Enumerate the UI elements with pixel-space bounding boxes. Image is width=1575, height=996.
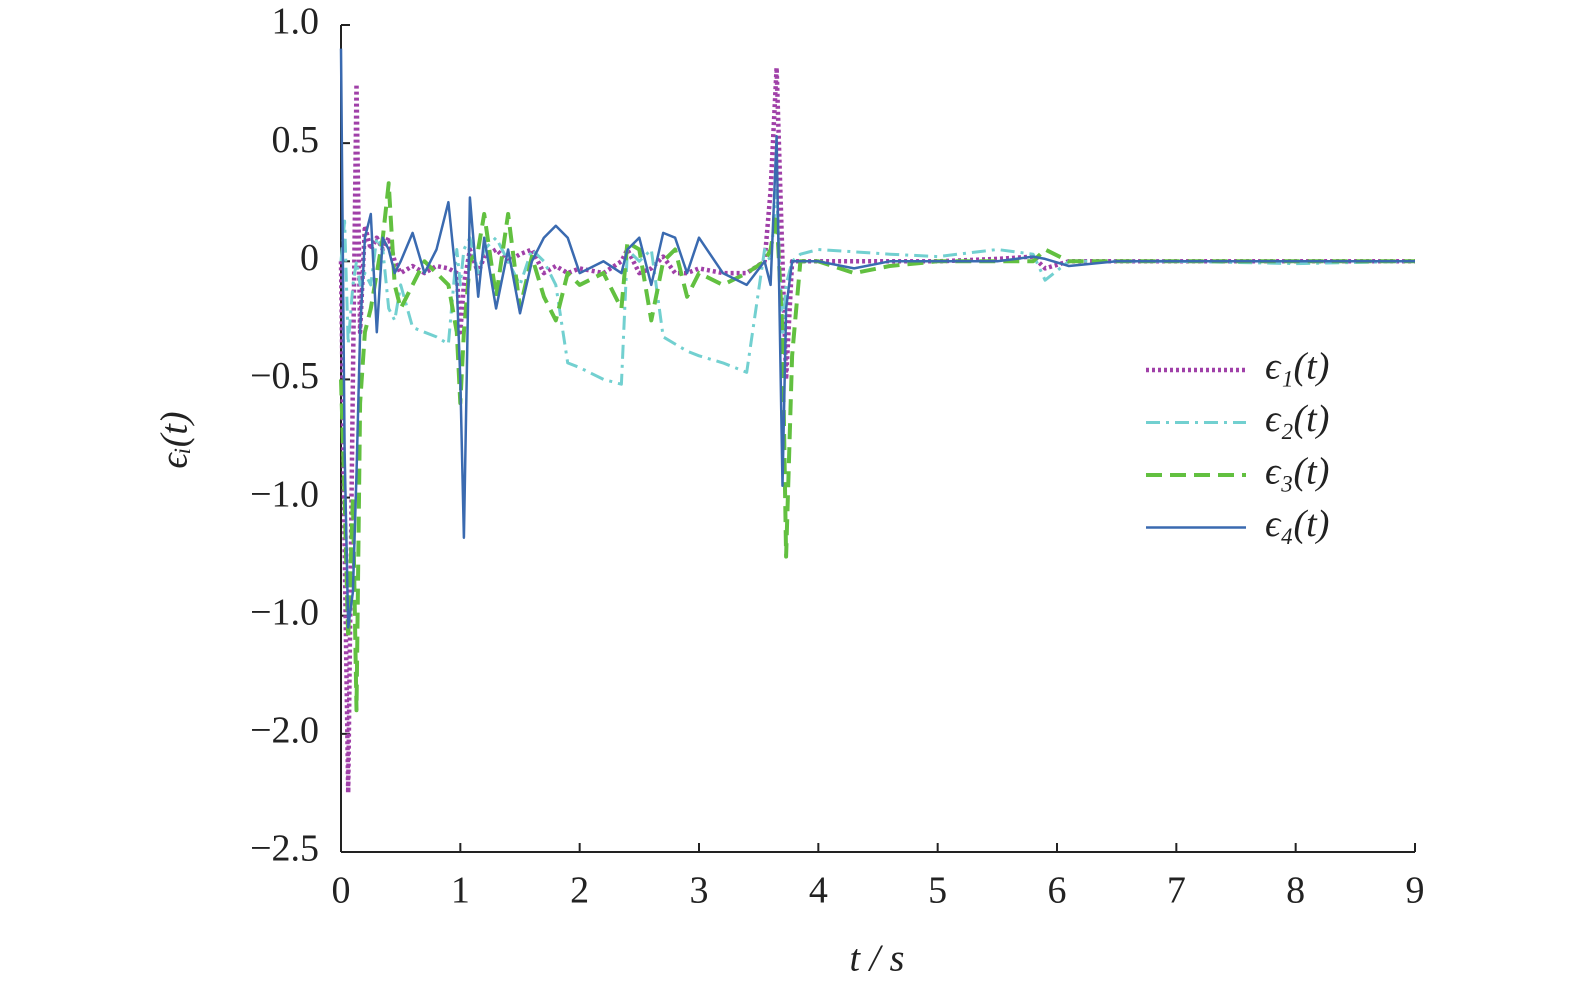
legend-label: ϵ₂(t) bbox=[1265, 398, 1329, 440]
series-line bbox=[339, 188, 1416, 386]
x-tick-label: 5 bbox=[928, 870, 947, 912]
x-tick-label: 8 bbox=[1286, 870, 1305, 912]
y-tick-label: 0.5 bbox=[272, 119, 320, 161]
x-tick-label: 9 bbox=[1406, 870, 1425, 912]
y-tick-label: 0 bbox=[300, 237, 319, 279]
x-tick-label: 6 bbox=[1048, 870, 1067, 912]
legend-label: ϵ₄(t) bbox=[1265, 503, 1329, 545]
y-tick-label: 1.0 bbox=[272, 1, 320, 43]
x-tick-label: 7 bbox=[1167, 870, 1186, 912]
x-tick-label: 2 bbox=[570, 870, 589, 912]
series-line bbox=[339, 181, 1415, 713]
series-line bbox=[339, 48, 1415, 629]
y-axis-label: ϵᵢ(t) bbox=[154, 411, 196, 468]
legend-label: ϵ₃(t) bbox=[1265, 451, 1329, 493]
y-tick-label: −0.5 bbox=[250, 355, 319, 397]
y-tick-label: −2.0 bbox=[250, 710, 319, 752]
x-tick-label: 0 bbox=[332, 870, 351, 912]
x-tick-label: 3 bbox=[690, 870, 709, 912]
y-tick-label: −1.0 bbox=[250, 473, 319, 515]
y-tick-label: −2.5 bbox=[250, 828, 319, 870]
y-tick-label: −1.0 bbox=[250, 591, 319, 633]
series-line bbox=[338, 65, 1415, 796]
legend-label: ϵ₁(t) bbox=[1265, 346, 1329, 388]
x-tick-label: 1 bbox=[451, 870, 470, 912]
x-axis-label: t / s bbox=[850, 938, 905, 980]
x-tick-label: 4 bbox=[809, 870, 828, 912]
